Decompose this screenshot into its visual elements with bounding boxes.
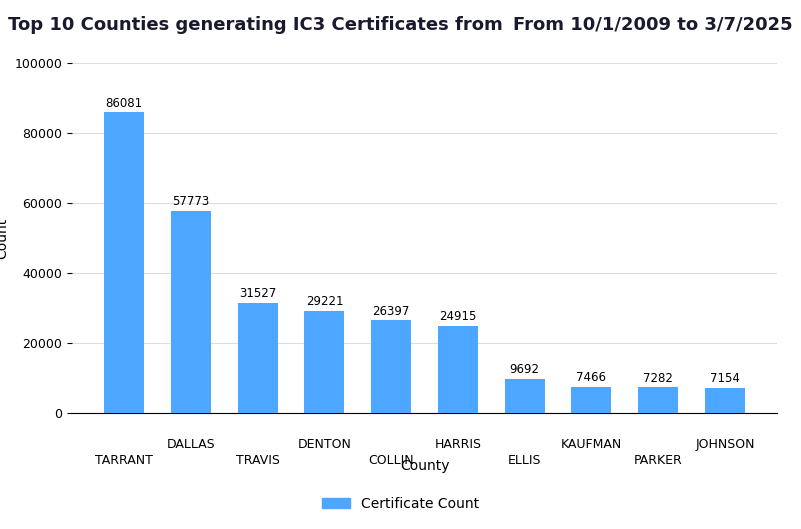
Bar (505, 379, 545, 413)
Text: KAUFMAN: KAUFMAN (561, 437, 622, 451)
Text: From 10/1/2009 to 3/7/2025: From 10/1/2009 to 3/7/2025 (513, 16, 793, 34)
Text: JOHNSON: JOHNSON (695, 437, 755, 451)
Text: TARRANT: TARRANT (95, 454, 153, 467)
Text: 26397: 26397 (372, 305, 410, 318)
Text: 29221: 29221 (306, 295, 343, 308)
Bar (571, 387, 611, 413)
Text: PARKER: PARKER (634, 454, 682, 467)
Text: 7282: 7282 (643, 372, 673, 385)
Text: HARRIS: HARRIS (434, 437, 481, 451)
Bar (304, 311, 344, 413)
Text: DALLAS: DALLAS (167, 437, 215, 451)
Bar (104, 112, 144, 413)
Text: 86081: 86081 (106, 97, 143, 110)
Text: ELLIS: ELLIS (508, 454, 541, 467)
Text: 7154: 7154 (710, 372, 740, 385)
Text: 7466: 7466 (577, 371, 606, 384)
Text: DENTON: DENTON (297, 437, 352, 451)
Text: 31527: 31527 (239, 287, 276, 300)
Text: TRAVIS: TRAVIS (235, 454, 280, 467)
Bar (238, 303, 278, 413)
Text: 9692: 9692 (509, 363, 540, 376)
Bar (438, 326, 478, 413)
Text: 24915: 24915 (439, 310, 477, 323)
Text: Top 10 Counties generating IC3 Certificates from: Top 10 Counties generating IC3 Certifica… (8, 16, 503, 34)
Y-axis label: Count: Count (0, 217, 9, 259)
Bar (371, 321, 411, 413)
Legend: Certificate Count: Certificate Count (316, 491, 485, 517)
Bar (171, 211, 211, 413)
Bar (638, 387, 678, 413)
Bar (705, 388, 745, 413)
X-axis label: County: County (400, 459, 449, 473)
Text: COLLIN: COLLIN (368, 454, 414, 467)
Text: 57773: 57773 (172, 196, 210, 208)
